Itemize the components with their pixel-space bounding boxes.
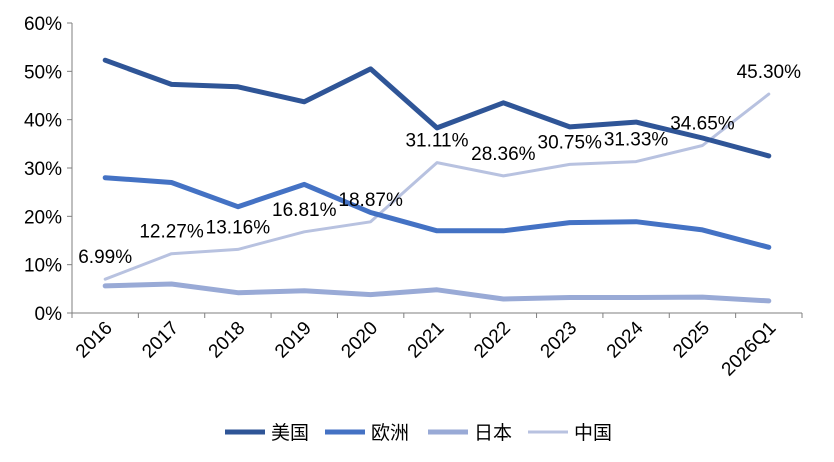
y-tick-label: 30%: [24, 159, 62, 180]
data-label: 13.16%: [206, 217, 271, 238]
y-tick-label: 50%: [24, 62, 62, 83]
y-tick-label: 20%: [24, 207, 62, 228]
x-tick-label: 2024: [603, 317, 648, 362]
y-tick-label: 60%: [24, 14, 62, 35]
data-label: 18.87%: [338, 190, 403, 211]
data-label: 31.11%: [405, 131, 468, 152]
data-label: 31.33%: [604, 130, 669, 151]
legend: 美国 欧洲 日本 中国: [225, 422, 612, 444]
x-tick-label: 2023: [537, 318, 582, 363]
legend-label: 美国: [271, 422, 309, 444]
legend-label: 欧洲: [371, 422, 409, 444]
axes: 0% 10% 20% 30% 40% 50% 60% 2016 2017 2018 2019 2020…: [24, 14, 803, 381]
series-line-中国: [103, 92, 771, 281]
x-tick-label: 2022: [470, 318, 515, 363]
x-tick-label: 2018: [205, 318, 250, 363]
y-tick-label: 10%: [24, 256, 62, 277]
data-label: 16.81%: [272, 200, 337, 221]
series-line-日本: [102, 281, 772, 304]
series-line-美国: [102, 57, 772, 159]
x-tick-label: 2016: [72, 318, 117, 363]
series-layer: [102, 57, 772, 304]
x-tick-label: 2026Q1: [718, 318, 781, 381]
x-tick-label: 2019: [271, 318, 316, 363]
data-label: 30.75%: [538, 132, 603, 153]
series-line-欧洲: [102, 175, 772, 250]
data-label: 12.27%: [139, 222, 204, 243]
data-label: 34.65%: [670, 114, 735, 135]
legend-label: 日本: [474, 422, 512, 444]
x-tick-label: 2025: [669, 318, 714, 363]
x-tick-label: 2020: [337, 318, 382, 363]
data-label: 28.36%: [471, 144, 536, 165]
y-tick-label: 0%: [35, 304, 63, 325]
data-label: 45.30%: [737, 62, 802, 83]
y-tick-label: 40%: [24, 111, 62, 132]
legend-label: 中国: [574, 422, 612, 444]
x-tick-label: 2021: [404, 318, 449, 363]
data-label: 6.99%: [78, 247, 132, 268]
x-tick-label: 2017: [138, 318, 183, 363]
data-labels: 6.99% 12.27% 13.16%16.81% 18.87% 31.11%28.36…: [78, 62, 801, 268]
